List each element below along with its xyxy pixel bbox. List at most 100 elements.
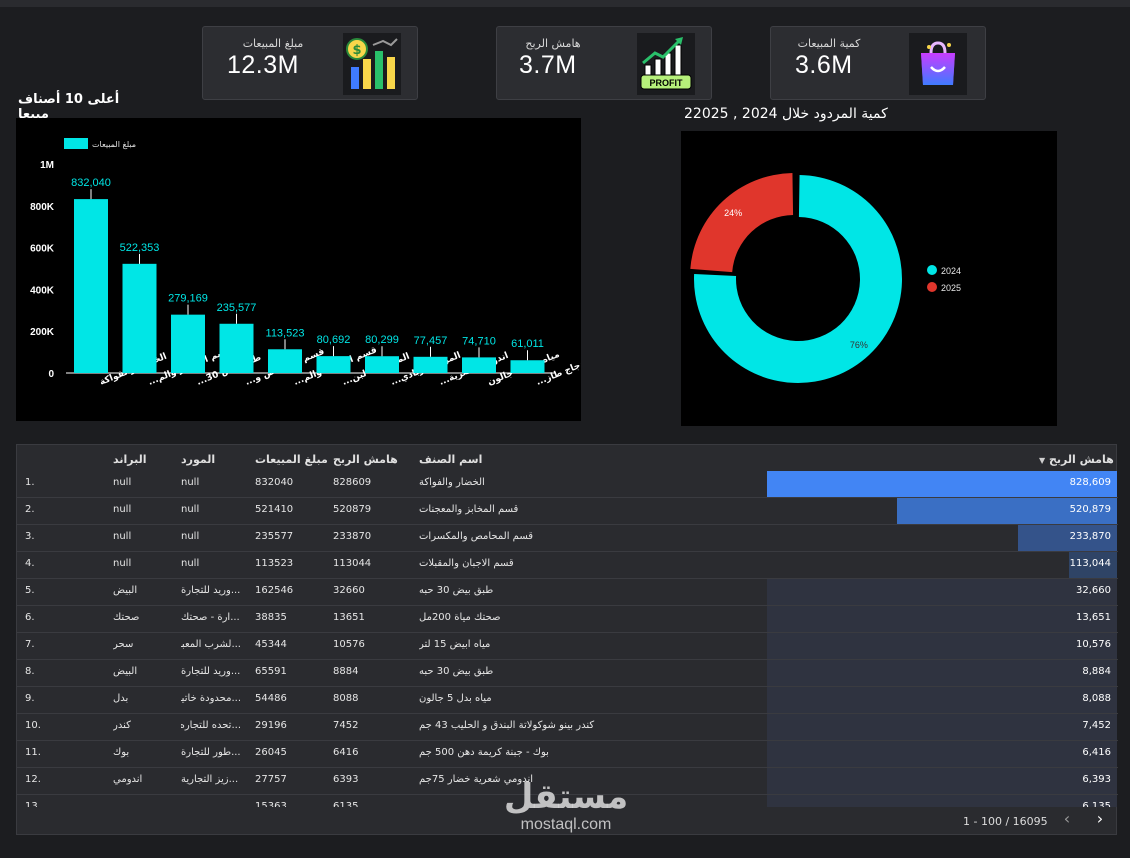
table-row[interactable]: 5. البيض ...وريد للتجارة 162546 32660 طبق بيض… <box>17 579 1118 606</box>
margin-bar-value: 6,135 <box>1082 801 1111 807</box>
margin-bar-cell: 8,884 <box>767 660 1117 686</box>
prev-page-button[interactable]: ‹ <box>1063 809 1071 828</box>
margin-bar-fill <box>767 606 1117 632</box>
profit-chart-icon: PROFIT <box>635 31 697 97</box>
margin-bar-cell: 13,651 <box>767 606 1117 632</box>
legend-label: 2024 <box>941 266 961 276</box>
sales-cell: 162546 <box>255 585 294 596</box>
supplier-cell: ...زيز التجارية <box>181 774 239 785</box>
legend-swatch <box>64 138 88 149</box>
brand-cell: سحر <box>113 639 134 650</box>
bar[interactable] <box>122 263 157 373</box>
margin-bar-value: 6,393 <box>1082 774 1111 785</box>
header-supplier[interactable]: المورد <box>181 453 216 466</box>
bar[interactable] <box>316 356 351 373</box>
header-sort-margin[interactable]: هامش الربح ▼ <box>1039 453 1114 466</box>
header-margin[interactable]: هامش الربح <box>333 453 398 466</box>
sort-desc-icon: ▼ <box>1039 456 1046 465</box>
brand-cell: كندر <box>113 720 131 731</box>
brand-cell: البيض <box>113 585 138 596</box>
sales-cell: 29196 <box>255 720 287 731</box>
sales-cell: 54486 <box>255 693 287 704</box>
kpi-card-sales-amount: مبلغ المبيعات 12.3M $ <box>202 26 418 100</box>
margin-bar-value: 113,044 <box>1069 558 1111 569</box>
margin-bar-value: 32,660 <box>1076 585 1111 596</box>
margin-bar-value: 13,651 <box>1076 612 1111 623</box>
item-name-cell: الخضار والفواكة <box>419 477 485 488</box>
sort-label: هامش الربح <box>1049 453 1114 466</box>
margin-bar-value: 8,884 <box>1082 666 1111 677</box>
kpi-label: مبلغ المبيعات <box>242 37 304 50</box>
supplier-cell: null <box>181 558 200 569</box>
table-row[interactable]: 3. null null 235577 233870 قسم المحامص والمكس… <box>17 525 1118 552</box>
row-index: 10. <box>25 720 41 731</box>
margin-cell: 6416 <box>333 747 359 758</box>
bar[interactable] <box>268 349 302 373</box>
margin-bar-cell: 6,416 <box>767 741 1117 767</box>
sales-cell: 27757 <box>255 774 287 785</box>
margin-bar-cell: 828,609 <box>767 471 1117 497</box>
table-row[interactable]: 12. اندومي ...زيز التجارية 27757 6393 اندومي … <box>17 768 1118 795</box>
margin-cell: 8884 <box>333 666 359 677</box>
table-row[interactable]: 9. بدل ...محدودة خاتيا 54486 8088 مياه بدل 5 … <box>17 687 1118 714</box>
bar[interactable] <box>74 199 108 373</box>
shopping-bag-icon <box>907 31 969 97</box>
margin-cell: 520879 <box>333 504 372 515</box>
margin-bar-value: 828,609 <box>1069 477 1111 488</box>
table-row[interactable]: 1. null null 832040 828609 الخضار والفواكة 828… <box>17 471 1118 498</box>
table-row[interactable]: 11. بوك ...طور للتجارة 26045 6416 بوك - جبنة … <box>17 741 1118 768</box>
data-label: 279,169 <box>168 293 208 305</box>
bar[interactable] <box>365 356 399 373</box>
table-row[interactable]: 13....... 15363 6135... 6,135 <box>17 795 1118 807</box>
brand-cell: بوك <box>113 747 130 758</box>
slice-label: 76% <box>850 340 868 350</box>
watermark-arabic: مستقل <box>503 777 629 817</box>
item-name-cell: ... <box>419 801 429 807</box>
y-tick-label: 600K <box>30 244 55 255</box>
bar[interactable] <box>510 360 545 373</box>
table-body: 1. null null 832040 828609 الخضار والفواكة 828… <box>17 471 1118 807</box>
margin-cell: 7452 <box>333 720 359 731</box>
table-row[interactable]: 10. كندر ...تحده للتجاره 29196 7452 كندر بينو… <box>17 714 1118 741</box>
table-row[interactable]: 7. سحر ...لشرب المعبأة 45344 10576 مياه ابيض … <box>17 633 1118 660</box>
header-item-name[interactable]: اسم الصنف <box>419 453 483 466</box>
margin-bar-fill <box>767 633 1117 659</box>
item-name-cell: قسم المخابز والمعجنات <box>419 504 519 515</box>
header-brand[interactable]: البراند <box>113 453 147 466</box>
margin-bar-fill <box>767 660 1117 686</box>
donut-slice[interactable] <box>690 173 794 273</box>
sales-cell: 15363 <box>255 801 287 807</box>
bar[interactable] <box>413 356 448 373</box>
supplier-cell: ...لشرب المعبأة <box>181 639 241 650</box>
sales-cell: 832040 <box>255 477 294 488</box>
sales-cell: 26045 <box>255 747 287 758</box>
margin-cell: 6393 <box>333 774 359 785</box>
slice-label: 24% <box>724 208 742 218</box>
donut-slice[interactable] <box>694 175 902 383</box>
margin-bar-value: 10,576 <box>1076 639 1111 650</box>
table-row[interactable]: 2. null null 521410 520879 قسم المخابز والمعج… <box>17 498 1118 525</box>
brand-cell: صحتك <box>113 612 140 623</box>
margin-bar-value: 520,879 <box>1069 504 1111 515</box>
bar[interactable] <box>219 323 254 373</box>
svg-text:PROFIT: PROFIT <box>650 78 684 88</box>
header-sales[interactable]: مبلغ المبيعات <box>255 453 328 466</box>
brand-cell: null <box>113 477 132 488</box>
margin-bar-fill <box>896 498 1117 524</box>
table-row[interactable]: 4. null null 113523 113044 قسم الاجبان والمقب… <box>17 552 1118 579</box>
row-index: 4. <box>25 558 35 569</box>
bar[interactable] <box>171 314 205 373</box>
dollar-bar-chart-icon: $ <box>341 31 403 97</box>
next-page-button[interactable]: › <box>1096 809 1104 828</box>
table-row[interactable]: 8. البيض ...وريد للتجارة 65591 8884 طبق بيض 3… <box>17 660 1118 687</box>
item-name-cell: قسم الاجبان والمقبلات <box>419 558 514 569</box>
margin-bar-fill <box>767 687 1117 713</box>
bar[interactable] <box>462 357 496 373</box>
data-label: 522,353 <box>120 242 160 254</box>
row-index: 11. <box>25 747 41 758</box>
table-row[interactable]: 6. صحتك ...ارة - صحتك 38835 13651 صحتك مياة 2… <box>17 606 1118 633</box>
margin-cell: 8088 <box>333 693 359 704</box>
margin-bar-cell: 10,576 <box>767 633 1117 659</box>
supplier-cell: ...محدودة خاتيا <box>181 693 241 704</box>
data-label: 80,299 <box>365 334 399 346</box>
